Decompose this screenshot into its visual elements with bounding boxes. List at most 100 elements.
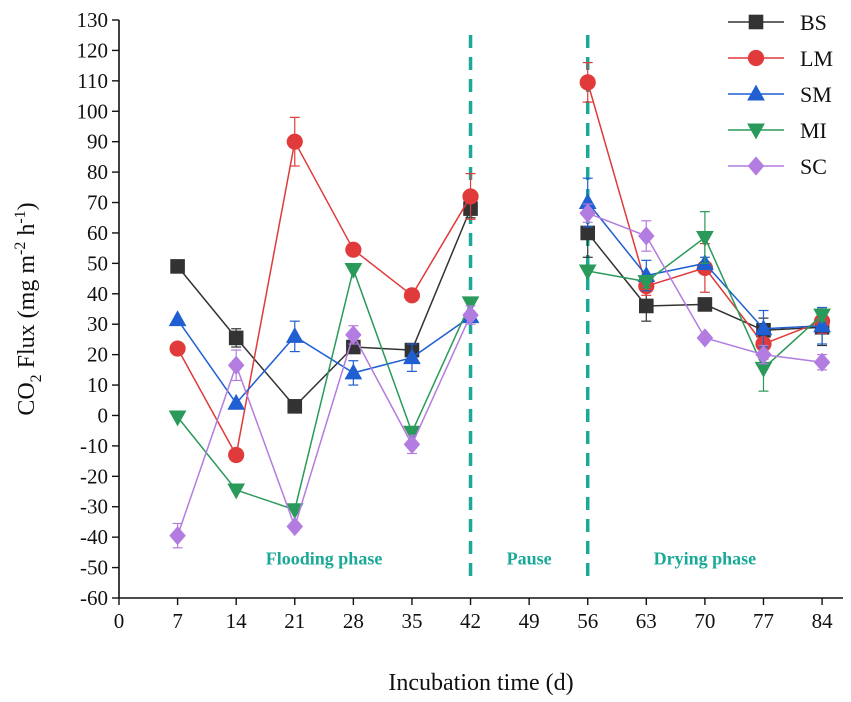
x-tick-label: 77	[753, 609, 774, 633]
legend-label: LM	[800, 46, 833, 71]
phase-label: Drying phase	[654, 548, 757, 568]
legend-item-bs: BS	[728, 10, 827, 35]
data-point-bs	[580, 225, 596, 241]
data-point-sm	[813, 316, 831, 333]
data-point-sc	[755, 345, 772, 365]
x-tick-label: 42	[460, 609, 481, 633]
y-tick-label: -40	[80, 525, 108, 549]
data-point-lm	[286, 133, 303, 150]
x-tick-label: 14	[226, 609, 248, 633]
data-point-mi	[168, 410, 187, 427]
x-tick-label: 56	[577, 609, 598, 633]
y-tick-label: -50	[80, 556, 108, 580]
legend-label: SM	[800, 82, 832, 107]
legend-item-sc: SC	[728, 154, 827, 179]
series-mi	[168, 211, 831, 520]
data-point-bs	[228, 330, 244, 346]
data-point-mi	[754, 361, 773, 378]
data-point-sc	[403, 434, 421, 454]
y-tick-label: 110	[77, 69, 108, 93]
data-point-mi	[461, 296, 480, 313]
data-point-sc	[638, 226, 655, 246]
x-axis-title: Incubation time (d)	[388, 670, 573, 696]
x-tick-label: 28	[343, 609, 364, 633]
data-point-sc	[227, 355, 245, 375]
legend-marker-bs	[748, 14, 764, 30]
axes-layer: -60-50-40-30-20-100102030405060708090100…	[77, 8, 843, 633]
legend: BS LM SM MI SC	[728, 10, 833, 179]
series-line-bs	[177, 208, 472, 408]
y-tick-label: -30	[80, 495, 108, 519]
data-point-sm	[403, 348, 421, 365]
y-tick-label: 100	[77, 99, 109, 123]
y-tick-label: 130	[77, 8, 109, 32]
data-point-mi	[813, 308, 831, 325]
data-point-lm	[403, 287, 421, 304]
x-tick-label: 0	[114, 609, 125, 633]
data-point-sc	[345, 325, 362, 345]
legend-marker-sc	[747, 156, 765, 176]
data-point-mi	[344, 262, 363, 279]
data-point-lm	[462, 188, 479, 205]
legend-marker-lm	[747, 49, 765, 67]
phase-lines-layer	[468, 35, 590, 578]
y-tick-label: 90	[87, 130, 108, 154]
series-sm	[168, 177, 831, 410]
data-point-sc	[286, 516, 304, 537]
y-tick-label: 20	[87, 343, 108, 367]
data-point-sc	[813, 352, 831, 372]
y-axis-title: CO2 Flux (mg m-2 h-1)	[12, 202, 45, 415]
data-point-lm	[345, 241, 362, 258]
data-point-bs	[287, 399, 303, 414]
series-sc	[169, 203, 831, 549]
data-point-sm	[344, 363, 363, 380]
legend-label: BS	[800, 10, 827, 35]
legend-item-sm: SM	[728, 82, 832, 107]
data-point-sm	[168, 310, 187, 327]
y-tick-label: 0	[98, 403, 109, 427]
series-lm	[169, 61, 831, 464]
y-tick-label: -20	[80, 464, 108, 488]
data-point-lm	[169, 340, 186, 357]
legend-label: MI	[800, 118, 827, 143]
phase-label: Flooding phase	[266, 548, 383, 568]
y-tick-label: 120	[77, 38, 109, 62]
legend-item-lm: LM	[728, 46, 833, 71]
series-line-sc	[176, 314, 472, 536]
data-point-lm	[228, 446, 245, 464]
data-point-sc	[169, 526, 186, 546]
data-point-sc	[462, 305, 479, 325]
y-tick-label: 50	[87, 251, 108, 275]
legend-item-mi: MI	[728, 118, 827, 143]
series-layer	[168, 61, 831, 549]
data-point-lm	[579, 74, 596, 91]
data-point-sm	[285, 326, 304, 343]
x-tick-label: 84	[812, 609, 834, 633]
data-point-mi	[696, 231, 714, 247]
x-tick-label: 21	[284, 609, 305, 633]
y-tick-label: -60	[80, 586, 108, 610]
y-tick-label: 10	[87, 373, 108, 397]
data-point-mi	[403, 425, 421, 442]
x-tick-label: 7	[172, 609, 183, 633]
phase-labels-layer: Flooding phase Pause Drying phase	[266, 548, 756, 568]
y-tick-label: 60	[87, 221, 108, 245]
y-tick-label: -10	[80, 434, 108, 458]
data-point-sc	[579, 203, 596, 223]
legend-label: SC	[800, 154, 827, 179]
x-tick-label: 35	[401, 609, 422, 633]
data-point-sc	[696, 328, 714, 348]
legend-marker-mi	[747, 123, 765, 140]
data-point-mi	[637, 275, 656, 292]
data-point-mi	[578, 264, 597, 281]
data-point-sm	[754, 319, 773, 336]
series-line-sm	[176, 315, 471, 405]
phase-label: Pause	[507, 548, 552, 568]
legend-marker-sm	[747, 84, 765, 101]
series-bs	[170, 198, 830, 414]
y-tick-label: 70	[87, 191, 108, 215]
series-line-lm	[176, 139, 472, 458]
series-line-mi	[177, 266, 472, 511]
data-point-mi	[227, 483, 246, 500]
